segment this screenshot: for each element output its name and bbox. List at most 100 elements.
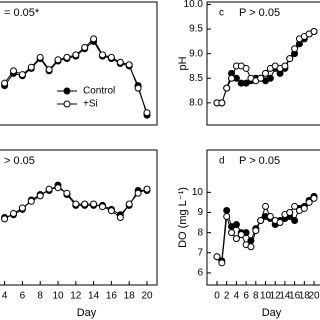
legend-marker bbox=[63, 87, 71, 95]
data-point bbox=[228, 74, 236, 82]
data-point bbox=[1, 215, 9, 223]
data-point bbox=[300, 204, 308, 212]
data-point bbox=[72, 200, 80, 208]
data-point bbox=[54, 56, 62, 64]
data-point bbox=[310, 28, 318, 36]
data-point bbox=[125, 61, 133, 69]
data-point bbox=[143, 109, 151, 117]
x-tick-label: 8 bbox=[37, 291, 43, 302]
x-tick-label: 6 bbox=[20, 291, 26, 302]
data-point bbox=[276, 219, 284, 227]
y-tick-label: 9 bbox=[197, 207, 203, 218]
x-tick-label: 10 bbox=[260, 291, 272, 302]
data-point bbox=[257, 74, 265, 82]
data-point bbox=[1, 79, 9, 87]
annotation: P > 0.05 bbox=[239, 7, 280, 19]
data-point bbox=[237, 231, 245, 239]
data-point bbox=[242, 64, 250, 72]
legend-label: +Si bbox=[83, 99, 98, 110]
data-point bbox=[99, 203, 106, 211]
data-point bbox=[286, 55, 294, 63]
y-tick-label: 9.0 bbox=[189, 48, 203, 59]
data-point bbox=[99, 51, 106, 59]
data-point bbox=[218, 259, 226, 267]
data-point bbox=[54, 184, 62, 192]
x-tick-label: 8 bbox=[253, 291, 259, 302]
data-point bbox=[10, 209, 17, 217]
data-point bbox=[262, 202, 269, 210]
y-tick-label: 6 bbox=[197, 268, 203, 279]
data-point bbox=[266, 212, 274, 220]
data-point bbox=[223, 84, 231, 92]
data-point bbox=[305, 198, 313, 206]
data-point bbox=[223, 206, 231, 214]
y-tick-label: 8 bbox=[197, 227, 203, 238]
x-tick-label: 2 bbox=[224, 291, 230, 302]
y-tick-label: 8.0 bbox=[189, 98, 203, 109]
data-point bbox=[134, 189, 142, 197]
data-point bbox=[36, 192, 44, 200]
data-point bbox=[247, 243, 255, 251]
x-tick-label: 20 bbox=[308, 291, 320, 302]
data-point bbox=[107, 207, 115, 215]
data-point bbox=[262, 69, 269, 77]
x-tick-label: 18 bbox=[299, 291, 311, 302]
y-axis-title: pH bbox=[177, 56, 189, 70]
data-point bbox=[310, 194, 318, 202]
legend-label: Control bbox=[83, 86, 115, 97]
x-tick-label: 6 bbox=[243, 291, 249, 302]
panel-letter: d bbox=[219, 156, 225, 167]
annotation: P > 0.05 bbox=[239, 155, 280, 167]
x-tick-label: 20 bbox=[141, 291, 153, 302]
annotation: = 0.05* bbox=[4, 7, 40, 19]
plot-frame bbox=[0, 1, 158, 126]
plot-frame bbox=[206, 1, 320, 126]
y-tick-label: 9.5 bbox=[189, 24, 203, 35]
y-tick-label: 7 bbox=[197, 247, 203, 258]
data-point bbox=[252, 227, 260, 235]
data-point bbox=[232, 235, 240, 243]
x-axis-title: Day bbox=[77, 307, 97, 319]
x-tick-label: 18 bbox=[124, 291, 136, 302]
x-tick-label: 4 bbox=[2, 291, 8, 302]
y-tick-label: 10.0 bbox=[184, 0, 204, 10]
data-point bbox=[228, 229, 236, 237]
data-point bbox=[10, 67, 17, 75]
data-point bbox=[223, 212, 231, 220]
x-tick-label: 0 bbox=[214, 291, 220, 302]
data-point bbox=[291, 45, 299, 53]
data-point bbox=[81, 44, 89, 52]
annotation: > 0.05 bbox=[4, 155, 35, 167]
data-point bbox=[286, 208, 294, 216]
y-tick-label: 10 bbox=[192, 187, 204, 198]
data-point bbox=[134, 84, 142, 92]
data-point bbox=[291, 202, 299, 210]
data-point bbox=[281, 62, 289, 70]
data-point bbox=[266, 74, 274, 82]
data-point bbox=[72, 51, 80, 59]
series-line bbox=[4, 38, 148, 113]
data-point bbox=[143, 185, 151, 193]
panel-letter: c bbox=[219, 8, 224, 19]
x-tick-label: 16 bbox=[289, 291, 301, 302]
data-point bbox=[90, 200, 98, 208]
x-tick-label: 10 bbox=[52, 291, 64, 302]
data-point bbox=[27, 63, 35, 71]
data-point bbox=[213, 253, 221, 261]
data-point bbox=[291, 217, 299, 225]
data-point bbox=[218, 99, 226, 107]
x-axis-title: Day bbox=[262, 307, 282, 319]
x-tick-label: 4 bbox=[234, 291, 240, 302]
data-point bbox=[63, 53, 71, 61]
data-point bbox=[45, 66, 53, 74]
data-point bbox=[27, 197, 35, 205]
plot-frame bbox=[0, 149, 158, 286]
data-point bbox=[90, 35, 98, 43]
x-tick-label: 12 bbox=[270, 291, 282, 302]
data-point bbox=[125, 200, 133, 208]
data-point bbox=[81, 200, 89, 208]
legend-marker bbox=[63, 100, 71, 108]
data-point bbox=[257, 217, 265, 225]
